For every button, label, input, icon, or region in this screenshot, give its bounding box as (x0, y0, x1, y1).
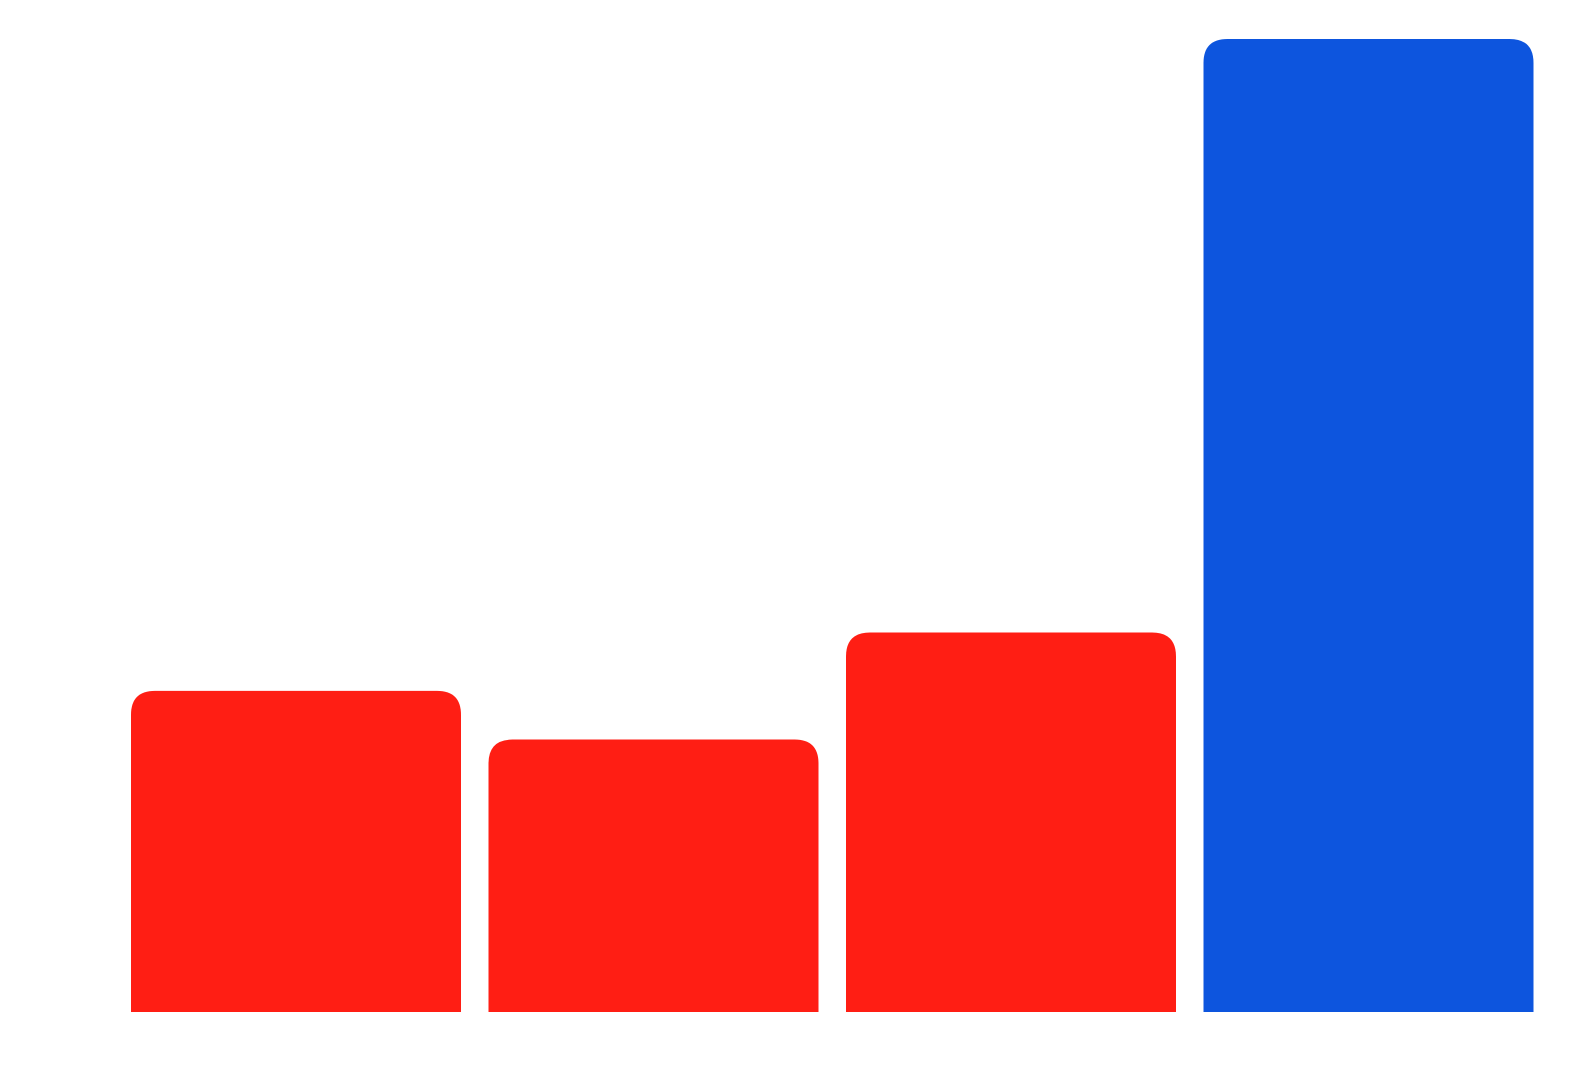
bar-3 (846, 632, 1176, 1012)
bar-series (131, 39, 1534, 1012)
bar-2 (488, 739, 819, 1012)
bar-4 (1203, 39, 1534, 1012)
bar-1 (131, 690, 461, 1012)
